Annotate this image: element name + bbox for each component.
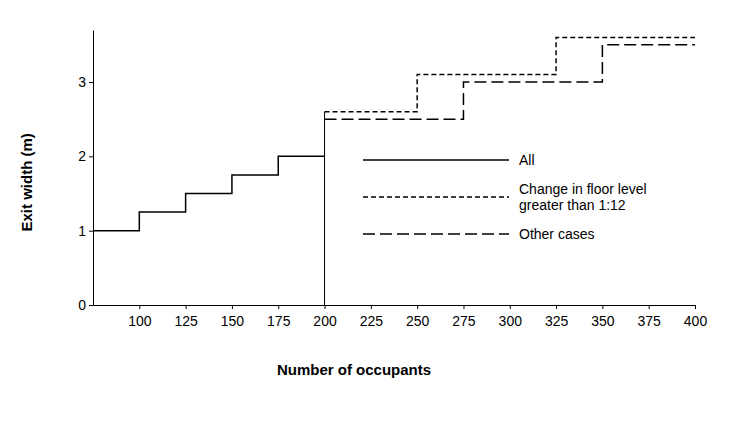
y-tick: 3	[78, 74, 93, 90]
x-tick: 250	[406, 305, 430, 329]
legend-label: Other cases	[519, 226, 594, 242]
x-tick: 275	[452, 305, 476, 329]
x-tick-label: 350	[591, 313, 615, 329]
y-tick: 0	[78, 297, 93, 313]
x-tick: 125	[174, 305, 198, 329]
legend-label-line: greater than 1:12	[519, 197, 626, 213]
x-axis-line	[94, 305, 696, 306]
reference-line	[324, 112, 325, 305]
x-tick-label: 275	[452, 313, 476, 329]
x-tick: 200	[313, 305, 337, 329]
x-tick-label: 300	[499, 313, 523, 329]
x-tick: 175	[267, 305, 291, 329]
x-tick-label: 225	[360, 313, 384, 329]
x-tick-mark	[556, 305, 557, 309]
series-line	[325, 37, 695, 111]
x-tick-label: 375	[638, 313, 662, 329]
x-tick-mark	[602, 305, 603, 309]
legend-label: Change in floor levelgreater than 1:12	[519, 181, 647, 212]
plot-area: 100 125 150 175 200 225 250 275 300 325 350 375 400 0…	[78, 31, 707, 330]
x-tick-mark	[325, 305, 326, 309]
y-tick-label: 0	[78, 297, 86, 313]
data-layer	[93, 37, 695, 305]
x-tick: 225	[360, 305, 384, 329]
x-tick-mark	[695, 305, 696, 309]
x-axis-title: Number of occupants	[277, 361, 431, 378]
x-axis: 100 125 150 175 200 225 250 275 300 325 350 375 400	[94, 305, 708, 329]
x-tick-label: 250	[406, 313, 430, 329]
y-tick-label: 2	[78, 148, 86, 164]
y-tick-label: 3	[78, 74, 86, 90]
legend-label-line: Change in floor level	[519, 181, 647, 197]
x-tick-mark	[417, 305, 418, 309]
x-tick-mark	[463, 305, 464, 309]
y-tick-mark	[89, 82, 93, 83]
y-tick-mark	[89, 305, 93, 306]
legend-item: Other cases	[363, 226, 594, 242]
legend-swatch	[363, 159, 509, 161]
y-axis-line	[93, 31, 94, 306]
legend-swatch	[363, 233, 509, 235]
x-tick: 400	[684, 305, 708, 329]
x-tick-mark	[232, 305, 233, 309]
legend: All Change in floor levelgreater than 1:1…	[363, 152, 647, 242]
legend-item: Change in floor levelgreater than 1:12	[363, 181, 647, 212]
series-line	[325, 45, 695, 119]
x-tick-mark	[186, 305, 187, 309]
y-tick: 1	[78, 223, 93, 239]
x-tick: 375	[638, 305, 662, 329]
x-tick: 300	[499, 305, 523, 329]
x-tick: 350	[591, 305, 615, 329]
y-tick-mark	[89, 231, 93, 232]
x-tick-label: 125	[174, 313, 198, 329]
legend-label-line: All	[519, 152, 535, 168]
x-tick: 325	[545, 305, 569, 329]
x-tick-label: 200	[313, 313, 337, 329]
y-tick: 2	[78, 148, 93, 164]
legend-label: All	[519, 152, 535, 168]
x-tick-mark	[278, 305, 279, 309]
y-axis-title: Exit width (m)	[18, 133, 35, 231]
x-tick-mark	[139, 305, 140, 309]
x-tick-mark	[510, 305, 511, 309]
x-tick-label: 150	[221, 313, 245, 329]
x-tick-label: 175	[267, 313, 291, 329]
x-tick-mark	[371, 305, 372, 309]
legend-swatch	[363, 196, 509, 198]
series-line	[93, 156, 325, 230]
y-tick-mark	[89, 156, 93, 157]
x-tick-label: 325	[545, 313, 569, 329]
x-tick-label: 100	[128, 313, 152, 329]
chart: 100 125 150 175 200 225 250 275 300 325 350 375 400 0…	[0, 0, 750, 423]
x-tick-label: 400	[684, 313, 708, 329]
legend-label-line: Other cases	[519, 226, 594, 242]
legend-item: All	[363, 152, 535, 168]
y-axis: 0 1 2 3	[78, 31, 93, 313]
x-tick: 100	[128, 305, 152, 329]
x-tick: 150	[221, 305, 245, 329]
x-tick-mark	[649, 305, 650, 309]
y-tick-label: 1	[78, 223, 86, 239]
